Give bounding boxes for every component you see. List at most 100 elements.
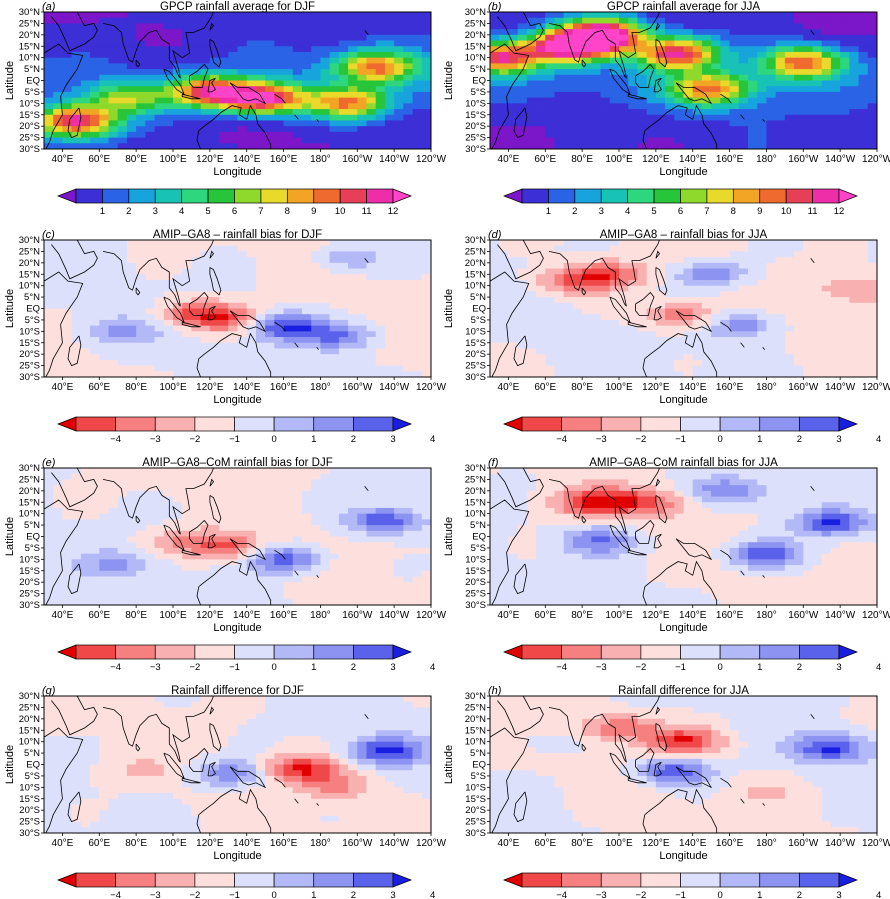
field-cell [366,109,377,116]
field-cell [154,103,165,110]
field-cell [228,86,238,93]
field-cell [757,297,767,304]
field-cell [665,331,675,338]
field-cell [646,74,657,81]
field-cell [265,337,275,344]
field-cell [209,285,220,292]
field-cell [711,40,721,47]
field-cell [729,268,740,275]
field-cell [228,576,238,583]
field-cell [830,51,841,59]
field-cell [209,599,220,605]
field-cell [517,126,528,133]
field-cell [191,302,202,309]
field-cell [44,120,54,127]
field-cell [246,91,257,99]
field-cell [80,325,91,332]
field-cell [628,46,638,53]
field-cell [775,46,786,53]
field-cell [683,354,694,361]
field-cell [508,302,519,309]
field-cell [90,542,100,549]
field-cell [858,308,869,315]
field-cell [812,23,823,30]
field-cell [849,12,859,19]
field-cell [582,57,592,64]
field-cell [191,40,202,47]
field-cell [394,314,404,321]
field-cell [329,371,340,377]
field-cell [545,63,555,70]
field-cell [90,251,100,258]
field-cell [757,46,767,53]
field-cell [163,337,174,344]
field-cell [44,240,54,247]
field-cell [784,120,795,127]
field-cell [320,29,331,36]
field-cell [554,354,565,361]
field-cell [126,302,137,309]
field-cell [867,114,877,121]
field-cell [637,331,648,338]
field-cell [775,12,786,19]
field-cell [255,257,266,264]
field-cell [582,86,592,93]
field-cell [766,34,777,41]
field-cell [99,570,109,577]
field-cell [499,331,509,338]
field-cell [775,143,786,149]
coastline [490,43,530,149]
field-cell [628,274,638,281]
field-cell [701,143,712,149]
field-cell [90,143,100,149]
field-cell [329,91,340,99]
field-cell [646,331,657,338]
field-cell [517,103,528,110]
field-cell [582,69,592,76]
field-cell [748,342,758,349]
field-cell [154,274,165,281]
field-cell [646,57,657,64]
field-cell [292,51,303,59]
field-cell [655,257,666,264]
field-cell [701,297,712,304]
field-cell [320,365,331,372]
field-cell [62,46,73,53]
field-cell [71,565,82,572]
field-cell [545,325,555,332]
field-cell [44,80,54,87]
field-cell [394,103,404,110]
field-cell [738,69,749,76]
coastline [627,93,647,100]
field-cell [255,348,266,355]
field-cell [720,137,730,144]
field-cell [246,354,257,361]
field-cell [683,109,694,116]
field-cell [182,257,192,264]
field-cell [366,308,377,315]
field-cell [830,114,841,121]
field-cell [517,46,528,53]
field-cell [366,314,377,321]
field-cell [490,342,500,349]
field-cell [99,319,109,327]
field-cell [117,245,128,252]
field-cell [600,285,611,292]
field-cell [536,302,546,309]
field-cell [794,80,804,87]
field-cell [821,297,832,304]
field-cell [821,291,832,298]
field-cell [600,29,611,36]
field-cell [136,587,146,594]
field-cell [545,69,555,76]
field-cell [182,576,192,583]
field-cell [794,34,804,41]
field-cell [338,365,349,372]
field-cell [499,337,509,344]
field-cell [794,359,804,366]
field-cell [683,337,694,344]
field-cell [554,63,565,70]
field-cell [219,468,229,475]
field-cell [53,109,63,116]
field-cell [80,302,91,309]
